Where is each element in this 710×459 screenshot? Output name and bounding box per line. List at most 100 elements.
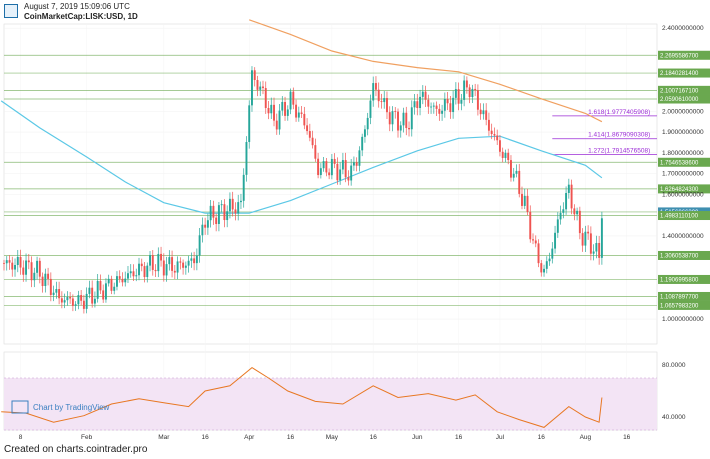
candle-body	[58, 289, 61, 299]
level-label: 1.6264824300	[660, 187, 699, 193]
candle-body	[441, 110, 444, 114]
level-label: 1.1906995800	[660, 277, 699, 283]
candle-body	[5, 260, 8, 264]
candle-body	[487, 119, 490, 131]
candle-body	[595, 242, 598, 252]
candle-body	[587, 231, 590, 234]
candle-body	[113, 286, 116, 291]
candle-body	[248, 105, 251, 142]
rsi-tick-label: 40.0000	[662, 414, 686, 421]
candle-body	[545, 261, 548, 269]
price-tick-label: 1.0000000000	[662, 316, 704, 323]
candle-body	[140, 263, 143, 267]
candle-body	[600, 218, 603, 258]
candle-body	[193, 258, 196, 264]
price-tick-label: 1.6000000000	[662, 191, 704, 198]
candle-body	[325, 161, 328, 173]
candle-body	[504, 152, 507, 158]
candle-body	[104, 283, 107, 300]
candle-body	[77, 295, 80, 305]
candle-body	[526, 195, 529, 212]
price-tick-label: 2.4000000000	[662, 25, 704, 32]
level-tag	[658, 68, 710, 78]
time-tick-label: Jun	[412, 434, 423, 441]
candle-body	[388, 112, 391, 125]
candle-body	[270, 104, 273, 114]
fibonacci-label: 1.414(1.8679090308)	[588, 132, 650, 139]
candle-body	[149, 255, 151, 266]
candle-body	[369, 100, 372, 118]
level-label: 1.7546538600	[660, 160, 699, 166]
candle-body	[537, 243, 540, 264]
candle-body	[416, 101, 419, 109]
candle-body	[176, 261, 179, 273]
candle-body	[275, 120, 278, 130]
price-tick-label: 1.7000000000	[662, 171, 704, 178]
candle-body	[256, 79, 259, 90]
candle-body	[91, 287, 94, 304]
candle-body	[25, 260, 28, 275]
candle-body	[374, 83, 377, 90]
candle-body	[85, 293, 88, 309]
level-tag	[658, 291, 710, 301]
candle-body	[99, 281, 102, 291]
level-tag	[658, 300, 710, 310]
candle-body	[22, 267, 25, 275]
candle-body	[195, 255, 198, 264]
time-tick-label: Apr	[244, 434, 255, 441]
candle-body	[427, 99, 430, 107]
candle-body	[63, 300, 66, 303]
level-label: 1.3060538700	[660, 253, 699, 259]
candle-body	[358, 150, 361, 166]
candle-body	[226, 211, 229, 221]
candle-body	[80, 295, 83, 301]
candle-body	[242, 174, 245, 201]
candle-body	[408, 127, 410, 130]
moving-averages	[0, 19, 603, 214]
candle-body	[443, 98, 446, 111]
candle-body	[118, 276, 121, 279]
candle-body	[3, 262, 5, 264]
candle-body	[297, 112, 300, 118]
candle-body	[11, 262, 14, 270]
candle-body	[201, 224, 204, 236]
candle-body	[581, 233, 584, 246]
level-label: 1.4983110100	[660, 214, 699, 220]
candle-body	[352, 162, 355, 166]
candle-body	[512, 173, 515, 178]
candle-body	[165, 264, 168, 276]
candle-body	[182, 262, 185, 268]
candle-body	[521, 193, 523, 206]
candle-body	[66, 297, 69, 301]
candle-body	[234, 209, 237, 214]
candle-body	[8, 260, 11, 263]
candle-body	[397, 111, 399, 131]
level-tag	[658, 85, 710, 95]
candle-body	[435, 105, 438, 109]
candle-body	[551, 248, 554, 259]
candle-body	[143, 266, 146, 278]
candle-body	[292, 91, 295, 105]
candle-body	[424, 91, 427, 100]
time-tick-label: 16	[202, 434, 210, 441]
candle-body	[457, 89, 460, 104]
candle-body	[485, 110, 488, 120]
candle-body	[463, 80, 466, 100]
time-tick-label: 16	[623, 434, 631, 441]
candle-body	[567, 184, 570, 193]
candle-body	[493, 134, 496, 136]
candle-body	[204, 224, 207, 228]
candle-body	[121, 278, 124, 283]
candle-body	[110, 278, 113, 291]
candle-body	[187, 260, 190, 266]
candle-body	[430, 106, 433, 108]
time-tick-label: May	[326, 434, 339, 441]
candle-body	[523, 195, 526, 206]
candle-body	[534, 240, 537, 244]
level-tag	[658, 184, 710, 194]
logo-icon	[4, 4, 18, 18]
horizontal-levels: 2.2695586700 2.1840281400 2.1007167100 2.05…	[4, 50, 710, 310]
candle-body	[135, 275, 138, 277]
candle-body	[206, 220, 209, 228]
